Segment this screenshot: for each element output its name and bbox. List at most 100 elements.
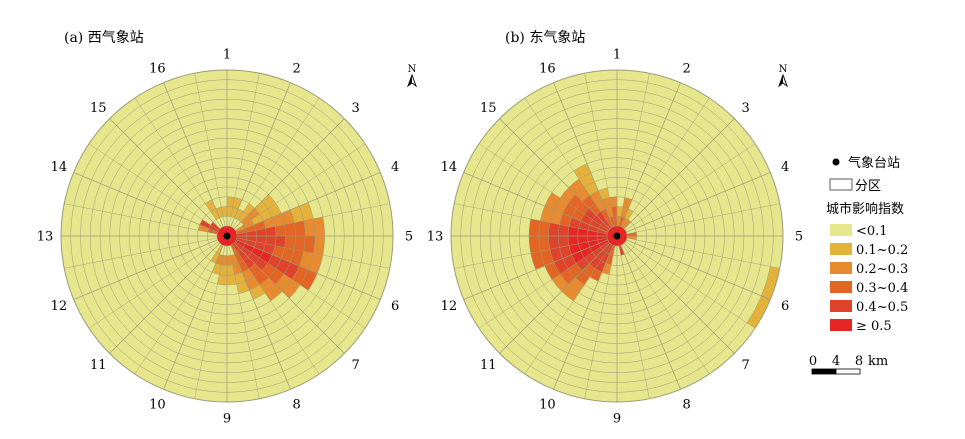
influence-cell xyxy=(600,208,614,228)
legend-swatch-c5 xyxy=(830,319,852,331)
grid-spoke xyxy=(620,245,681,390)
grid-spoke xyxy=(236,237,390,269)
legend-swatch-c4 xyxy=(830,300,852,312)
grid-spoke xyxy=(524,244,612,375)
influence-cell xyxy=(589,190,606,212)
influence-cell xyxy=(210,222,220,231)
panel-b-grid xyxy=(450,69,784,403)
grid-spoke xyxy=(163,245,224,390)
influence-cell xyxy=(313,236,325,256)
influence-cell xyxy=(561,277,585,302)
legend-swatch-c3 xyxy=(830,281,852,293)
scale-tick-0: 0 xyxy=(809,354,817,369)
influence-cell xyxy=(609,196,617,208)
influence-cell xyxy=(601,263,612,275)
legend-swatch-c1 xyxy=(830,243,852,255)
influence-cell xyxy=(235,219,255,233)
legend-label-c2: 0.2~0.3 xyxy=(856,262,908,277)
influence-cell xyxy=(589,268,602,282)
sector-label-10: 10 xyxy=(539,398,556,413)
influence-cell xyxy=(234,241,268,271)
grid-spoke xyxy=(73,239,218,300)
grid-spoke xyxy=(463,172,608,233)
panel-a-north-arrow: N xyxy=(406,64,418,88)
grid-spoke xyxy=(478,143,609,231)
grid-spoke xyxy=(499,118,611,230)
north-arrow-fill xyxy=(779,75,783,86)
influence-cell xyxy=(215,254,224,265)
grid-spoke xyxy=(584,245,616,399)
legend-title: 城市影响指数 xyxy=(826,201,904,217)
influence-cell xyxy=(272,245,304,266)
scale-bar: 0 4 8 km xyxy=(809,354,888,375)
grid-spoke xyxy=(625,143,756,231)
grid-spoke xyxy=(109,118,221,230)
influence-cell xyxy=(249,284,266,300)
grid-spoke xyxy=(626,237,780,269)
influence-cell xyxy=(234,272,250,294)
influence-cell xyxy=(267,254,300,280)
sector-label-8: 8 xyxy=(683,398,691,413)
grid-spoke xyxy=(109,242,221,354)
grid-spoke xyxy=(233,118,345,230)
sector-label-1: 1 xyxy=(223,48,231,63)
influence-cell xyxy=(236,220,266,235)
grid-spoke xyxy=(64,237,218,269)
sector-label-10: 10 xyxy=(149,398,166,413)
grid-spoke xyxy=(235,143,366,231)
influence-cell xyxy=(595,244,614,273)
influence-cell xyxy=(259,277,283,302)
grid-spoke xyxy=(623,118,735,230)
grid-spoke xyxy=(230,245,291,390)
influence-cell xyxy=(605,245,616,265)
grid-spoke xyxy=(233,242,345,354)
grid-spoke xyxy=(228,73,260,227)
sector-label-16: 16 xyxy=(539,61,556,76)
legend-zone-label: 分区 xyxy=(855,179,881,194)
influence-cell xyxy=(584,208,610,231)
scale-segment-white xyxy=(835,368,861,375)
grid-spoke xyxy=(553,245,614,390)
sector-label-7: 7 xyxy=(742,358,750,373)
sector-label-14: 14 xyxy=(441,160,458,175)
north-label: N xyxy=(408,64,417,75)
grid-spoke xyxy=(235,241,366,329)
influence-cell xyxy=(582,195,601,216)
grid-spoke xyxy=(236,203,390,235)
influence-cell xyxy=(235,239,273,264)
grid-spoke xyxy=(64,203,218,235)
sector-label-4: 4 xyxy=(391,160,399,175)
influence-cell xyxy=(571,239,609,264)
influence-cell xyxy=(230,197,243,218)
influence-cell xyxy=(199,219,219,233)
sector-label-3: 3 xyxy=(352,101,360,116)
sector-label-14: 14 xyxy=(51,160,68,175)
grid-spoke xyxy=(622,97,710,228)
grid-spoke xyxy=(230,82,291,227)
influence-cell xyxy=(261,263,284,285)
influence-cell xyxy=(559,213,572,227)
sector-label-2: 2 xyxy=(683,61,691,76)
grid-spoke xyxy=(163,82,224,227)
legend-label-c5: ≥ 0.5 xyxy=(856,319,892,334)
influence-cell xyxy=(230,244,249,273)
influence-cell xyxy=(551,274,569,292)
influence-cell xyxy=(230,254,243,275)
influence-cell xyxy=(620,197,633,218)
grid-spoke xyxy=(236,172,381,233)
influence-cell xyxy=(761,266,780,300)
legend-station-label: 气象台站 xyxy=(848,155,900,171)
north-label: N xyxy=(779,64,788,75)
legend: 气象台站 分区 城市影响指数 <0.1 0.1~0.2 0.2~0.3 0.3~0.4… xyxy=(826,155,908,334)
grid-spoke xyxy=(553,82,614,227)
grid-spoke xyxy=(618,73,650,227)
grid-spoke xyxy=(454,237,608,269)
north-arrow-fill xyxy=(408,75,412,86)
influence-cell xyxy=(275,220,306,236)
influence-cell xyxy=(568,194,590,215)
panel-a-grid xyxy=(60,69,394,403)
influence-cell xyxy=(292,265,318,291)
sector-label-2: 2 xyxy=(293,61,301,76)
